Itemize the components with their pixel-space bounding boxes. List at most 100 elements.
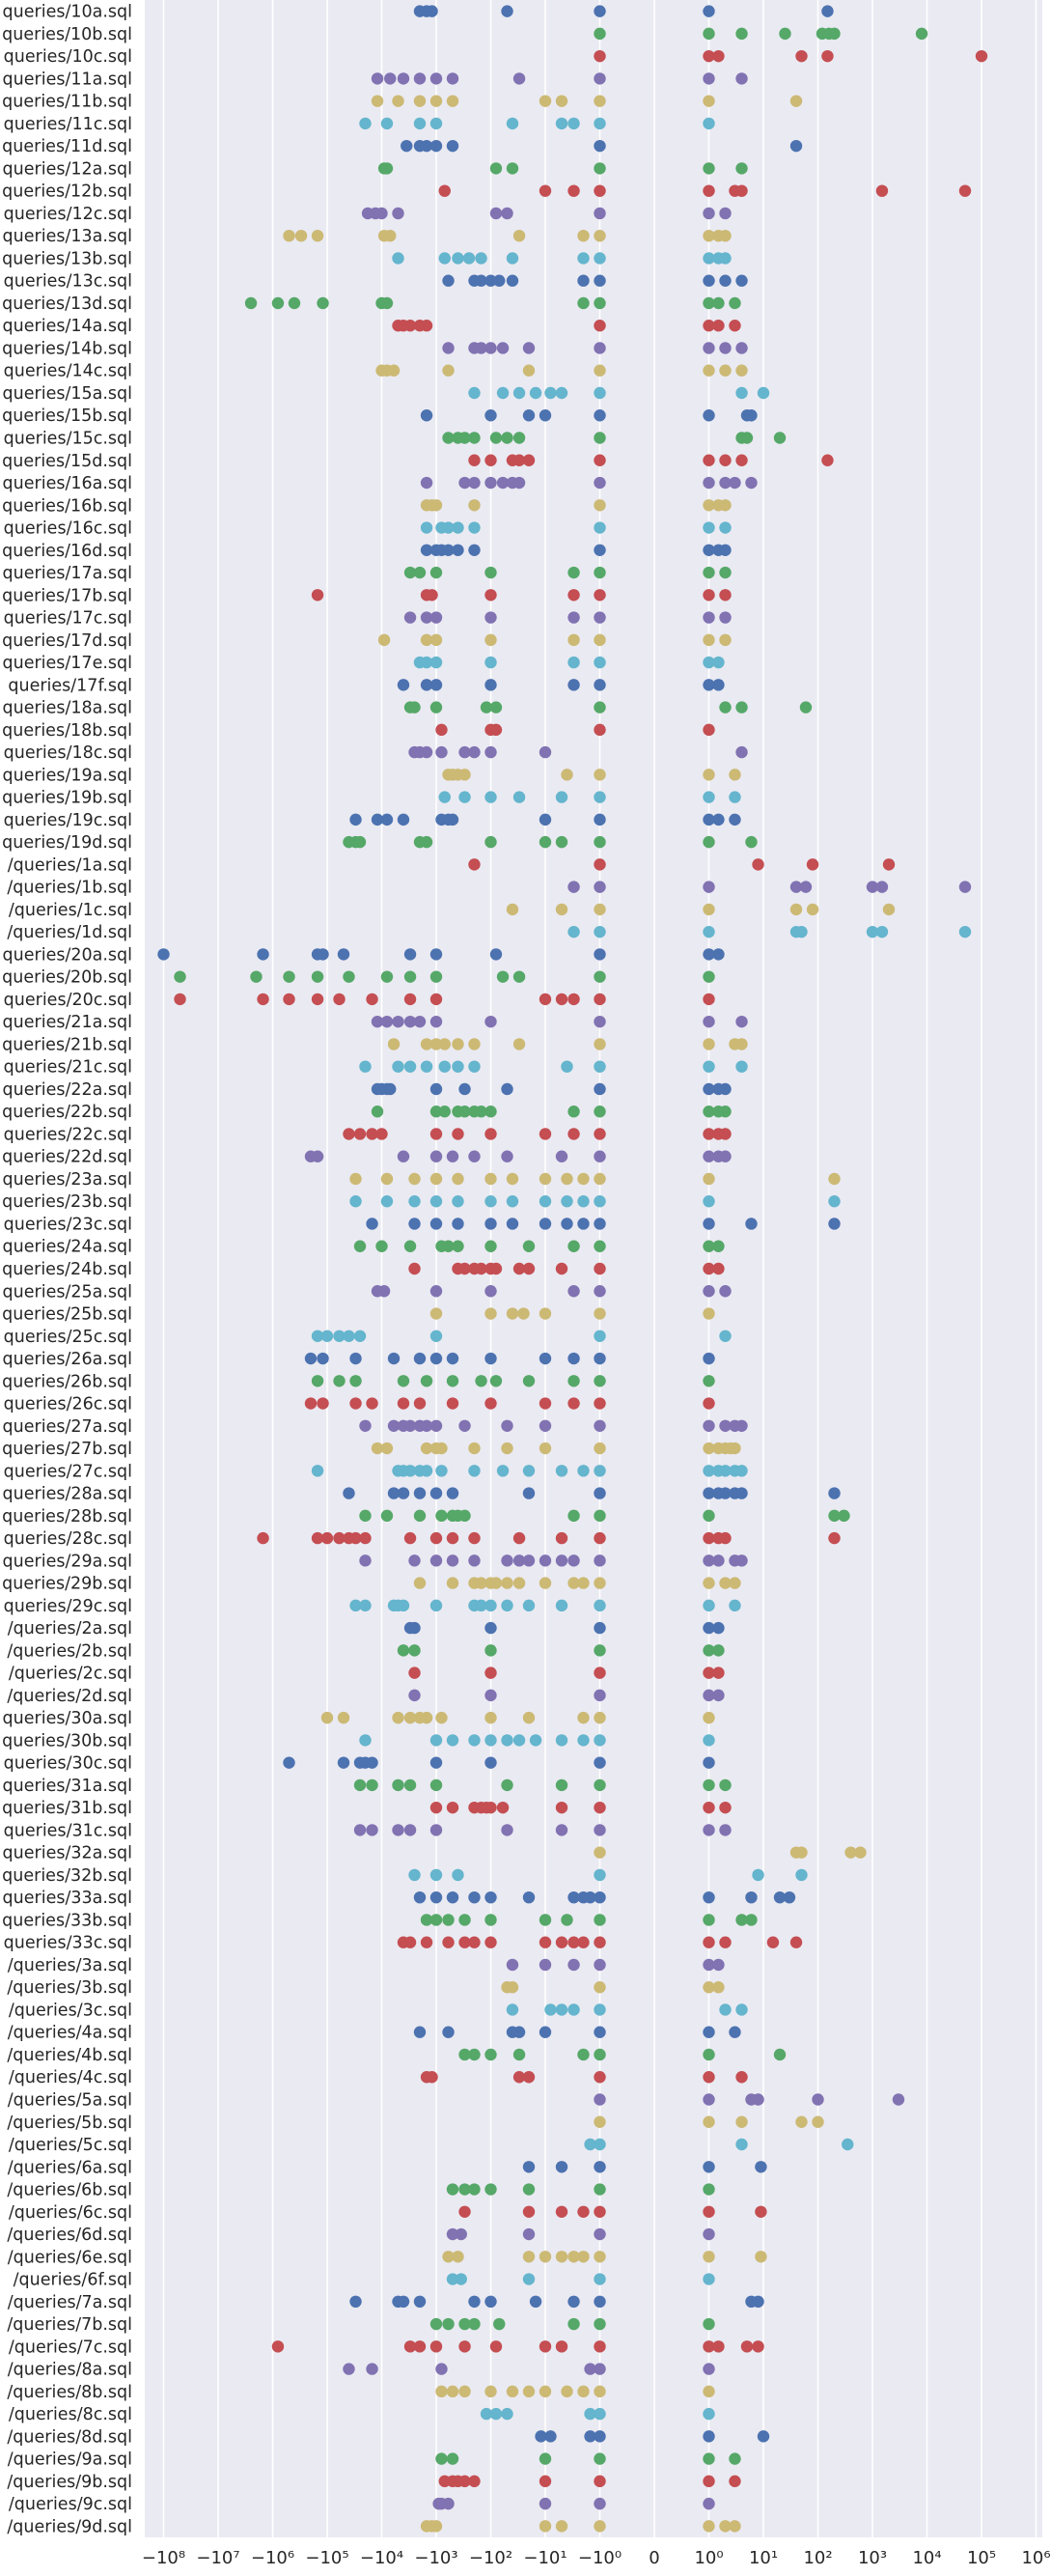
data-point [420,1936,433,1948]
data-point [703,993,715,1006]
data-point [435,1711,448,1724]
y-tick-label: queries/17c.sql [4,609,132,629]
data-point [719,274,732,287]
data-point [555,1778,568,1792]
data-point [512,1577,526,1589]
data-point [484,1106,497,1118]
data-point [719,1936,732,1948]
data-point [577,1711,590,1724]
data-point [757,386,770,400]
data-point [397,1599,410,1612]
x-gridlines [162,0,1037,2537]
data-point [489,162,503,175]
data-point [349,1352,362,1365]
data-point [539,184,552,197]
y-tick-label: /queries/5b.sql [7,2114,132,2133]
data-point [380,1509,394,1523]
data-point [489,2407,503,2421]
data-point [506,1958,519,1972]
data-point [442,1240,455,1252]
data-point [403,1240,417,1252]
data-point [413,1509,427,1523]
data-point [462,252,476,265]
data-point [567,184,580,197]
data-point [712,1689,725,1702]
data-point [719,1778,732,1792]
data-point [539,1128,552,1140]
data-point [567,1352,580,1365]
data-point [442,2251,455,2263]
data-point [489,2340,503,2353]
y-tick-label: queries/13d.sql [2,294,132,314]
data-point [958,184,972,197]
data-point [719,1330,732,1342]
data-point [555,1801,568,1814]
data-point [349,1531,362,1545]
data-point [349,2295,362,2309]
data-point [567,633,580,647]
data-point [703,229,715,242]
data-point [594,2227,606,2241]
data-point [539,95,552,107]
data-point [594,5,606,17]
data-point [567,2317,580,2331]
data-point [438,1106,451,1118]
data-point [703,1106,715,1118]
data-point [567,1397,580,1410]
data-point [703,49,715,63]
data-point [594,925,606,938]
data-point [594,1644,606,1657]
data-point [377,633,391,647]
data-point [501,1442,513,1455]
data-point [484,1734,497,1747]
data-point [468,858,481,871]
data-point [446,1375,459,1387]
data-point [458,2183,471,2196]
y-tick-label: queries/15b.sql [2,406,132,426]
data-point [719,364,732,377]
data-point [755,2205,767,2218]
data-point [429,1330,443,1342]
data-point [594,117,606,130]
data-point [458,2317,471,2331]
data-point [703,1734,715,1747]
data-point [703,1375,715,1387]
data-point [426,589,438,602]
data-point [594,1756,606,1769]
data-point [594,1554,606,1567]
y-tick-label: /queries/1c.sql [9,901,132,920]
data-point [446,1397,459,1410]
data-point [703,2340,715,2353]
data-point [442,521,455,534]
data-point [594,791,606,803]
data-point [729,296,741,310]
y-tick-label: queries/33b.sql [2,1911,132,1930]
data-point [594,432,606,444]
data-point [311,589,324,602]
data-point [703,409,715,422]
data-point [594,454,606,466]
y-tick-label: queries/15d.sql [2,452,132,471]
data-point [703,2497,715,2510]
data-point [458,432,471,444]
data-point [703,5,715,17]
data-point [333,993,346,1006]
data-point [522,1465,536,1477]
data-point [429,1150,443,1162]
data-point [380,1442,394,1455]
y-tick-label: queries/29a.sql [3,1552,132,1571]
data-point [719,499,732,512]
y-tick-label: queries/15a.sql [3,384,132,404]
data-point [442,2497,455,2510]
data-point [429,117,443,130]
data-point [403,1465,417,1477]
data-point [522,2385,536,2398]
y-tick-label: queries/28b.sql [2,1507,132,1526]
data-point [413,1890,427,1904]
data-point [333,1330,346,1342]
data-point [442,2026,455,2038]
data-point [703,970,715,983]
data-point [594,1038,606,1050]
data-point [420,1038,433,1050]
